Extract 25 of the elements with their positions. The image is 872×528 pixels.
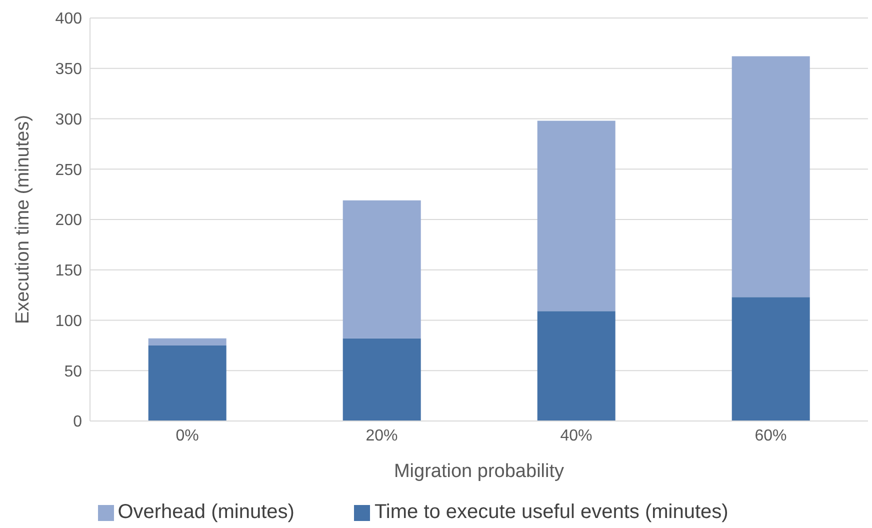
bar [148,345,226,421]
y-tick-label: 150 [55,262,82,280]
y-tick-label: 0 [73,414,82,431]
bar [537,311,616,421]
y-axis-title: Execution time (minutes) [12,114,34,324]
legend-label: Time to execute useful events (minutes) [374,501,728,523]
bar [342,200,421,338]
bar [148,338,226,346]
y-tick-label: 200 [55,212,82,230]
x-axis-title: Migration probability [394,461,565,482]
y-tick-label: 300 [55,111,82,128]
y-tick-label: 50 [64,363,82,380]
x-tick-label: 20% [366,427,398,444]
y-tick-label: 400 [55,10,82,28]
bar [537,120,616,312]
x-tick-label: 60% [754,427,787,444]
y-tick-label: 100 [55,312,82,330]
bar [732,297,810,421]
y-tick-label: 350 [55,61,82,78]
x-tick-label: 40% [560,427,592,444]
legend-label: Overhead (minutes) [118,501,294,523]
y-tick-label: 250 [55,162,82,179]
bar [342,338,421,421]
x-tick-label: 0% [176,427,199,444]
bar [732,56,810,298]
